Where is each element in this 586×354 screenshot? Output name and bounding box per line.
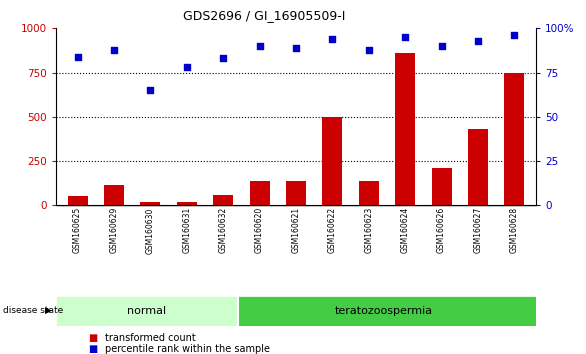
- Bar: [56, 296, 238, 326]
- Text: GSM160630: GSM160630: [146, 207, 155, 253]
- Bar: [431, 168, 452, 205]
- Text: GSM160629: GSM160629: [110, 207, 118, 253]
- Text: GSM160632: GSM160632: [219, 207, 227, 253]
- Point: [182, 64, 192, 70]
- Bar: [177, 202, 197, 205]
- Point: [291, 45, 301, 51]
- Text: teratozoospermia: teratozoospermia: [334, 306, 432, 316]
- Point: [473, 38, 483, 44]
- Point: [328, 36, 337, 42]
- Bar: [140, 202, 161, 205]
- Point: [219, 56, 228, 61]
- Text: ▶: ▶: [45, 306, 52, 315]
- Text: GSM160620: GSM160620: [255, 207, 264, 253]
- Text: disease state: disease state: [3, 306, 63, 315]
- Bar: [286, 181, 306, 205]
- Text: GSM160621: GSM160621: [291, 207, 301, 253]
- Text: GSM160631: GSM160631: [182, 207, 191, 253]
- Text: GSM160628: GSM160628: [510, 207, 519, 253]
- Text: GSM160622: GSM160622: [328, 207, 337, 253]
- Text: normal: normal: [127, 306, 166, 316]
- Text: GSM160625: GSM160625: [73, 207, 82, 253]
- Point: [437, 43, 446, 49]
- Bar: [505, 73, 524, 205]
- Text: ■: ■: [88, 344, 97, 354]
- Bar: [468, 129, 488, 205]
- Bar: [213, 195, 233, 205]
- Text: GSM160624: GSM160624: [401, 207, 410, 253]
- Text: percentile rank within the sample: percentile rank within the sample: [105, 344, 271, 354]
- Point: [146, 87, 155, 93]
- Point: [364, 47, 373, 52]
- Bar: [250, 181, 270, 205]
- Point: [255, 43, 264, 49]
- Bar: [322, 117, 342, 205]
- Text: GSM160626: GSM160626: [437, 207, 446, 253]
- Text: ■: ■: [88, 333, 97, 343]
- Bar: [359, 181, 379, 205]
- Point: [109, 47, 118, 52]
- Point: [400, 34, 410, 40]
- Bar: [238, 296, 536, 326]
- Text: transformed count: transformed count: [105, 333, 196, 343]
- Text: GDS2696 / GI_16905509-I: GDS2696 / GI_16905509-I: [182, 9, 345, 22]
- Point: [510, 33, 519, 38]
- Bar: [67, 195, 87, 205]
- Point: [73, 54, 82, 59]
- Text: GSM160623: GSM160623: [364, 207, 373, 253]
- Text: GSM160627: GSM160627: [473, 207, 482, 253]
- Bar: [104, 185, 124, 205]
- Bar: [395, 53, 415, 205]
